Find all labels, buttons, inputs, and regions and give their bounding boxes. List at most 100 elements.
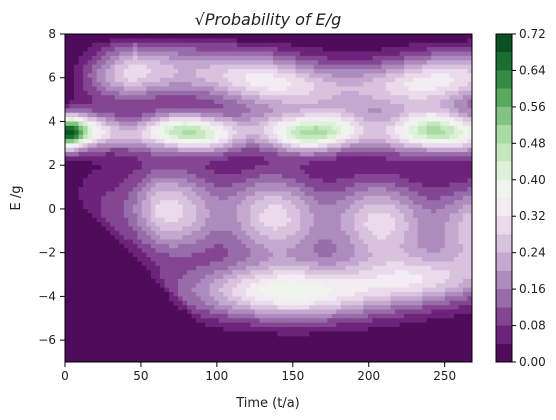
heatmap-cell [150, 257, 157, 263]
heatmap-cell [268, 138, 274, 144]
heatmap-cell [263, 261, 270, 267]
heatmap-cell [114, 64, 120, 70]
heatmap-cell [114, 143, 120, 149]
heatmap-cell [110, 82, 116, 88]
heatmap-cell [367, 55, 374, 61]
heatmap-cell [345, 300, 351, 306]
heatmap-cell [313, 331, 319, 337]
heatmap-cell [358, 305, 365, 311]
heatmap-cell [132, 187, 138, 193]
heatmap-cell [141, 204, 147, 210]
heatmap-cell [318, 90, 324, 96]
heatmap-cell [101, 160, 107, 166]
heatmap-cell [300, 191, 306, 197]
heatmap-cell [349, 121, 356, 127]
heatmap-cell [413, 143, 419, 149]
heatmap-cell [227, 226, 233, 232]
heatmap-cell [250, 283, 256, 289]
heatmap-cell [218, 173, 224, 179]
heatmap-cell [173, 86, 179, 92]
heatmap-cell [395, 270, 401, 276]
heatmap-cell [426, 305, 432, 311]
heatmap-cell [119, 73, 125, 79]
heatmap-cell [413, 287, 419, 293]
heatmap-cell [128, 143, 134, 149]
heatmap-cell [173, 265, 179, 271]
heatmap-cell [426, 86, 432, 92]
heatmap-cell [354, 121, 360, 127]
heatmap-cell [404, 125, 410, 131]
heatmap-cell [169, 169, 175, 175]
heatmap-cell [354, 147, 360, 153]
heatmap-cell [277, 222, 283, 228]
heatmap-cell [173, 55, 179, 61]
heatmap-cell [187, 130, 193, 136]
heatmap-cell [250, 138, 256, 144]
heatmap-cell [263, 90, 270, 96]
heatmap-cell [345, 191, 351, 197]
heatmap-cell [146, 90, 152, 96]
heatmap-cell [232, 265, 238, 271]
heatmap-cell [173, 169, 179, 175]
heatmap-cell [214, 191, 220, 197]
heatmap-cell [164, 68, 170, 74]
heatmap-cell [377, 42, 383, 48]
heatmap-cell [408, 73, 414, 79]
heatmap-cell [318, 309, 324, 315]
heatmap-cell [354, 143, 360, 149]
heatmap-cell [358, 64, 365, 70]
heatmap-cell [232, 213, 238, 219]
heatmap-cell [277, 82, 283, 88]
heatmap-cell [304, 204, 310, 210]
heatmap-cell [354, 152, 360, 158]
heatmap-cell [309, 156, 315, 162]
heatmap-cell [146, 103, 152, 109]
heatmap-cell [245, 327, 252, 332]
heatmap-cell [232, 117, 238, 123]
heatmap-cell [78, 99, 84, 105]
heatmap-cell [413, 239, 419, 245]
heatmap-cell [191, 278, 197, 284]
heatmap-cell [205, 313, 211, 319]
heatmap-cell [318, 160, 324, 166]
heatmap-cell [150, 117, 157, 123]
heatmap-cell [390, 77, 396, 83]
heatmap-cell [182, 42, 188, 48]
heatmap-cell [164, 230, 170, 236]
heatmap-cell [349, 195, 356, 201]
heatmap-cell [241, 230, 247, 236]
heatmap-cell [132, 68, 138, 74]
heatmap-cell [313, 296, 319, 302]
heatmap-cell [304, 99, 310, 105]
heatmap-cell [295, 51, 301, 57]
heatmap-cell [96, 173, 102, 179]
heatmap-cell [372, 252, 378, 258]
heatmap-cell [422, 86, 428, 92]
heatmap-cell [295, 213, 301, 219]
heatmap-cell [78, 95, 84, 101]
heatmap-cell [377, 55, 383, 61]
heatmap-cell [178, 77, 184, 83]
heatmap-cell [377, 252, 383, 258]
heatmap-cell [69, 77, 75, 83]
heatmap-cell [78, 103, 84, 109]
heatmap-cell [101, 42, 107, 48]
heatmap-cell [254, 287, 261, 293]
heatmap-cell [291, 208, 297, 214]
heatmap-cell [164, 77, 170, 83]
heatmap-cell [105, 77, 111, 83]
heatmap-cell [182, 243, 188, 249]
heatmap-cell [395, 90, 401, 96]
heatmap-cell [169, 99, 175, 105]
heatmap-cell [200, 283, 206, 289]
title-root-symbol: √ [195, 10, 206, 29]
heatmap-cell [173, 165, 179, 171]
heatmap-cell [227, 331, 233, 337]
heatmap-cell [327, 217, 333, 223]
heatmap-cell [422, 38, 428, 44]
heatmap-cell [200, 112, 206, 118]
heatmap-cell [340, 160, 346, 166]
heatmap-cell [164, 287, 170, 293]
heatmap-cell [236, 121, 242, 127]
heatmap-cell [399, 283, 405, 289]
